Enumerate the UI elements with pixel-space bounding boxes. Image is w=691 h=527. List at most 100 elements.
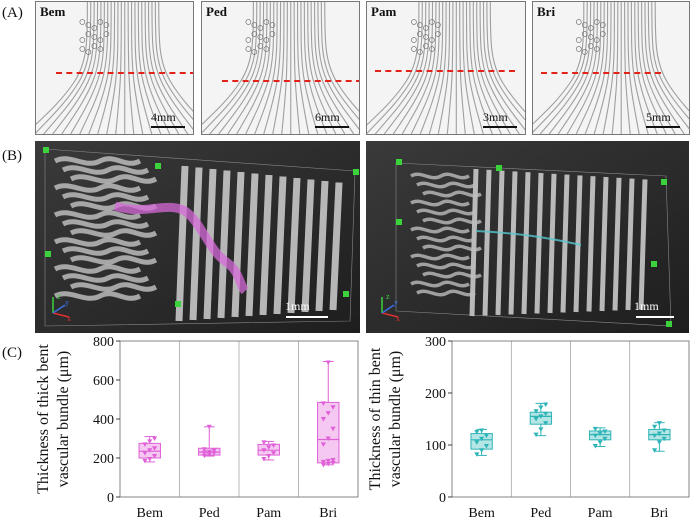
box-bem (470, 428, 493, 457)
ct-fibre-graphic (533, 2, 689, 134)
render-thick-bundles: z x y 1mm (35, 141, 360, 333)
data-point (651, 448, 658, 453)
data-point (151, 446, 158, 451)
data-point (142, 458, 148, 464)
svg-text:y: y (65, 298, 69, 307)
data-point (533, 417, 539, 422)
x-tick-label: Pam (256, 506, 281, 521)
data-point (142, 442, 148, 447)
scale-bar (151, 126, 185, 128)
section-line (222, 80, 359, 82)
data-point (483, 444, 490, 449)
right-axis-triad: z x y (374, 291, 404, 323)
data-point (211, 448, 217, 454)
render-thin-bundles-graphic (366, 141, 689, 333)
data-point (538, 427, 544, 432)
ct-image-pam: Pam 3mm (366, 1, 526, 135)
data-point (151, 454, 158, 459)
right-scale-bar (636, 316, 674, 318)
scale-bar (646, 126, 680, 128)
data-point (479, 428, 485, 433)
data-point (266, 454, 272, 459)
left-scale-bar (286, 316, 328, 318)
data-point (320, 459, 327, 465)
data-point (270, 451, 277, 456)
data-point (474, 430, 480, 435)
panel-label-c: (C) (2, 345, 22, 361)
y-axis-label: Thickness of thick bent vascular bundle (… (35, 344, 72, 494)
ct-image-name: Pam (371, 4, 397, 19)
data-point (474, 440, 480, 445)
y-axis-label: Thickness of thin bent vascular bundle (μ… (367, 347, 404, 490)
data-point (656, 440, 662, 445)
data-point (211, 451, 217, 456)
y-tick-label: 100 (425, 439, 446, 454)
right-scale-label: 1mm (634, 299, 659, 313)
data-point (592, 433, 598, 439)
data-point (147, 439, 153, 444)
x-tick-label: Bri (650, 506, 668, 521)
data-point (330, 457, 336, 463)
data-point (325, 436, 331, 441)
x-tick-label: Pam (588, 506, 613, 521)
ct-image-name: Bem (40, 4, 66, 19)
data-point (330, 405, 336, 410)
data-point (656, 431, 662, 437)
data-point (656, 421, 662, 426)
panel-label-b: (B) (2, 148, 22, 164)
data-point (538, 414, 544, 419)
data-point (479, 448, 485, 453)
data-point (661, 428, 667, 433)
ct-fibre-graphic (36, 2, 193, 134)
data-point (142, 451, 148, 456)
data-point (602, 436, 608, 442)
x-tick-label: Ped (530, 506, 551, 521)
data-point (592, 426, 598, 432)
left-scale-label: 1mm (285, 299, 310, 313)
data-point (206, 452, 212, 457)
data-point (543, 402, 549, 407)
data-point (661, 436, 667, 442)
ct-fibre-graphic (367, 2, 525, 134)
data-point (320, 417, 327, 422)
box-ped (198, 424, 221, 459)
data-point (320, 462, 327, 468)
data-point (538, 405, 544, 411)
y-tick-label: 0 (439, 491, 446, 506)
data-point (330, 426, 336, 432)
x-tick-label: Ped (199, 506, 220, 521)
scale-bar (315, 126, 349, 128)
data-point (270, 443, 277, 448)
thick-bundle-boxplot: Thickness of thick bent vascular bundle (… (35, 337, 359, 521)
panel-label-a: (A) (2, 5, 23, 21)
box-bri (317, 360, 340, 468)
data-point (325, 411, 331, 416)
box-ped (529, 402, 553, 438)
render-thick-bundles-graphic (35, 141, 360, 333)
data-point (261, 448, 267, 453)
data-point (261, 456, 267, 462)
x-tick-label: Bri (319, 506, 337, 521)
svg-text:z: z (57, 292, 61, 301)
data-point (479, 436, 485, 442)
data-point (543, 421, 549, 426)
scale-label: 3mm (483, 110, 508, 124)
data-point (325, 461, 331, 467)
svg-text:y: y (394, 298, 398, 307)
data-point (320, 442, 327, 447)
y-tick-label: 0 (107, 491, 114, 506)
data-point (261, 440, 267, 445)
iqr-box (470, 433, 493, 450)
x-tick-label: Bem (137, 506, 164, 521)
data-point (592, 444, 598, 449)
left-axis-triad: z x y (45, 291, 75, 323)
data-point (651, 424, 658, 430)
box-bem (138, 436, 161, 464)
svg-text:x: x (396, 314, 400, 321)
section-line (541, 72, 661, 74)
ct-image-bri: Bri 5mm (532, 1, 690, 135)
y-tick-label: 200 (425, 387, 446, 402)
ct-image-bem: Bem 4mm (35, 1, 194, 135)
data-point (325, 360, 331, 365)
scale-bar (483, 126, 517, 128)
